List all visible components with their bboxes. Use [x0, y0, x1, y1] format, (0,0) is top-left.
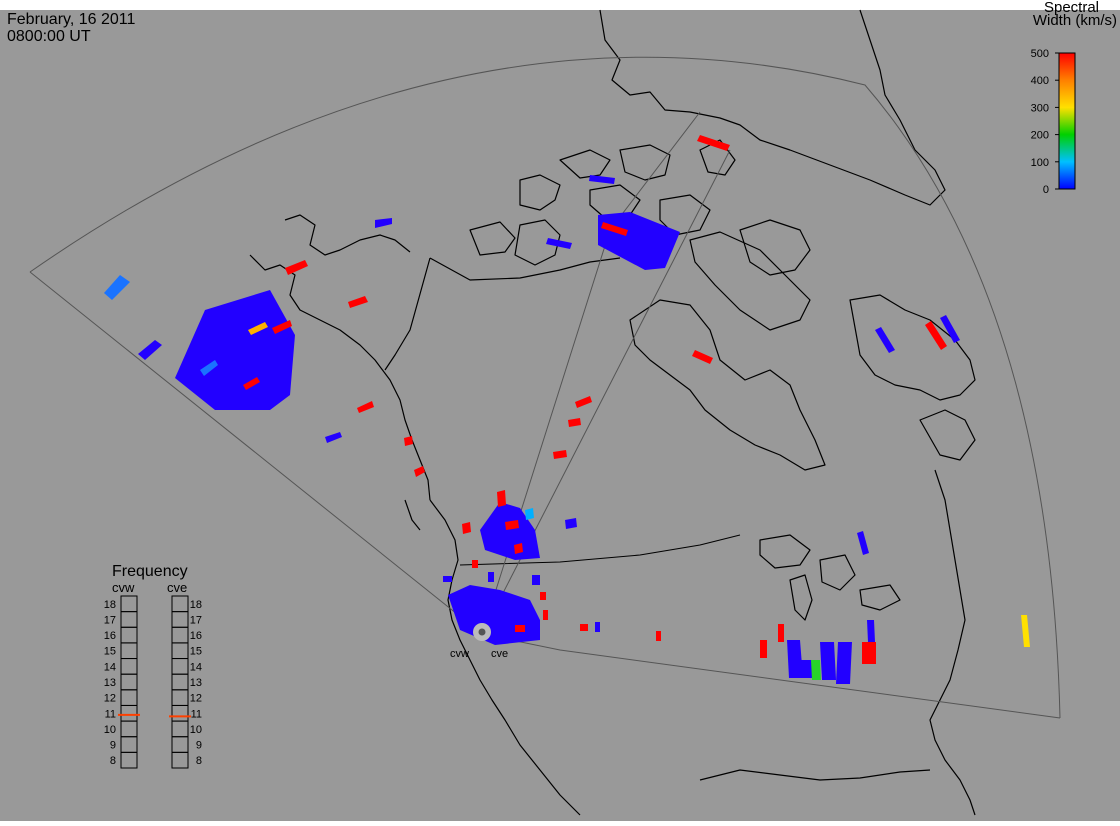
frequency-col-cve: cve: [167, 580, 187, 595]
frequency-cell: [171, 751, 189, 769]
frequency-cell: [120, 751, 138, 769]
frequency-title: Frequency: [112, 563, 188, 580]
colorbar-tick-label: 500: [1031, 48, 1049, 60]
colorbar-title-line2: Width (km/s): [1033, 12, 1117, 29]
frequency-scale-label: 18: [104, 599, 116, 611]
frequency-scale-label: 17: [190, 614, 202, 626]
colorbar-tick-label: 0: [1043, 184, 1049, 196]
frequency-scale-label: 11: [191, 708, 202, 720]
frequency-scale-label: 15: [104, 646, 116, 658]
frequency-scale-label: 13: [190, 677, 202, 689]
frequency-scale-label: 12: [190, 693, 202, 705]
scatter-cell: [104, 275, 130, 300]
scatter-cell: [248, 322, 268, 335]
scatter-cells-red-east: [760, 624, 876, 664]
scatter-cluster-arctic: [546, 175, 960, 353]
colorbar-tick-label: 400: [1031, 75, 1049, 87]
scatter-cells-red-near: [462, 490, 661, 641]
radar-label-cve: cve: [491, 648, 508, 660]
frequency-scale-label: 16: [190, 630, 202, 642]
colorbar-tick-label: 200: [1031, 130, 1049, 142]
scatter-cells-red-arctic: [553, 135, 947, 459]
colorbar-gradient: [1058, 52, 1076, 190]
frequency-scale-label: 17: [104, 614, 116, 626]
header: February, 16 2011 0800:00 UT: [7, 11, 135, 45]
frequency-scale-label: 14: [190, 661, 202, 673]
date-label: February, 16 2011: [7, 11, 135, 28]
scatter-cell: [1021, 615, 1030, 647]
colorbar-ticks: 500 400 300 200 100 0: [1031, 48, 1059, 196]
colorbar-legend: Spectral Width (km/s) 500 400 300 200 100 0: [1031, 0, 1117, 196]
frequency-scale-label: 16: [104, 630, 116, 642]
frequency-scale-label: 10: [190, 724, 202, 736]
radar-label-cvw: cvw: [450, 648, 469, 660]
map-background: [0, 10, 1120, 821]
frequency-scale-label: 8: [196, 755, 202, 767]
frequency-scale-label: 12: [104, 693, 116, 705]
scatter-cluster-east: [787, 531, 875, 684]
frequency-scale-label: 9: [110, 740, 116, 752]
scatter-cluster-alaska: [138, 218, 392, 443]
colorbar-tick-label: 300: [1031, 102, 1049, 114]
fov-west-edge: [29, 271, 483, 635]
radar-sites: cvw cve: [450, 623, 508, 660]
frequency-scale-label: 8: [110, 755, 116, 767]
frequency-scale-label: 15: [190, 646, 202, 658]
frequency-col-cvw: cvw: [112, 580, 135, 595]
scatter-cell: [811, 660, 821, 680]
colorbar-title-line1: Spectral: [1044, 0, 1099, 16]
fov-arc: [29, 56, 1061, 719]
scatter-cell: [525, 508, 534, 520]
frequency-scale-label: 9: [196, 740, 202, 752]
frequency-bar-cvw: 18 17 16 15 14 13 12 11 10 9 8: [104, 595, 140, 769]
scatter-cell: [200, 360, 218, 376]
radar-site-center: [478, 628, 486, 636]
frequency-scale-label: 13: [104, 677, 116, 689]
frequency-scale-label: 11: [105, 708, 116, 720]
frequency-scale-label: 14: [104, 661, 116, 673]
colorbar-tick-label: 100: [1031, 157, 1049, 169]
frequency-bar-cve: 18 17 16 15 14 13 12 11 10 9 8: [169, 595, 202, 769]
time-label: 0800:00 UT: [7, 28, 91, 45]
frequency-scale-label: 10: [104, 724, 116, 736]
radar-backscatter: [104, 135, 1030, 684]
coastlines: [249, 9, 976, 816]
scatter-cells-red-west: [243, 260, 425, 477]
frequency-legend: Frequency cvw cve 18 17 16 15 14 13 12 11 10 9 8 1…: [104, 563, 202, 769]
frequency-scale-label: 18: [190, 599, 202, 611]
